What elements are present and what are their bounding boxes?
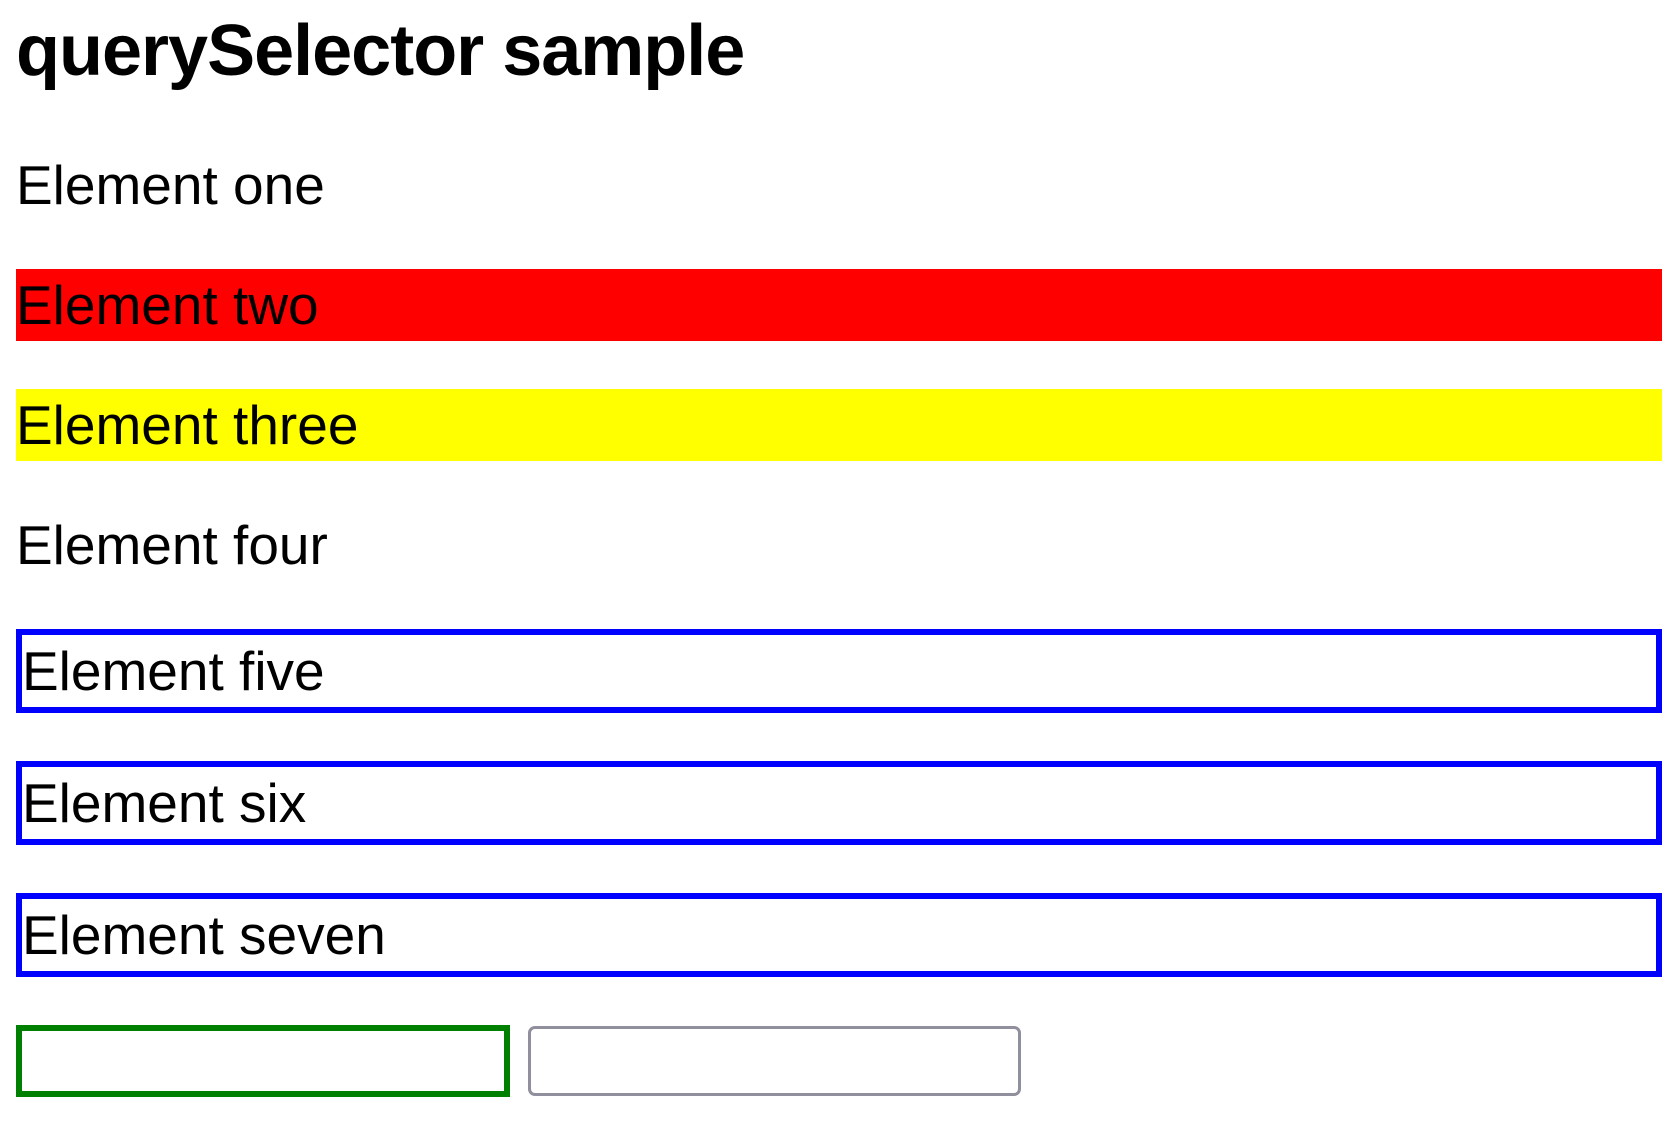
default-input[interactable] bbox=[528, 1025, 1021, 1096]
paragraph-element-two-red: Element two bbox=[16, 268, 1662, 341]
paragraph-element-seven-blue-border: Element seven bbox=[16, 892, 1662, 977]
paragraph-element-five-blue-border: Element five bbox=[16, 628, 1662, 713]
input-row bbox=[16, 1024, 1662, 1097]
paragraph-element-one: Element one bbox=[16, 153, 325, 216]
green-bordered-input[interactable] bbox=[16, 1024, 510, 1097]
paragraph-element-six-blue-border: Element six bbox=[16, 760, 1662, 845]
paragraph-element-three-yellow: Element three bbox=[16, 388, 1662, 461]
page-title: querySelector sample bbox=[16, 11, 745, 91]
paragraph-element-four: Element four bbox=[16, 513, 328, 576]
